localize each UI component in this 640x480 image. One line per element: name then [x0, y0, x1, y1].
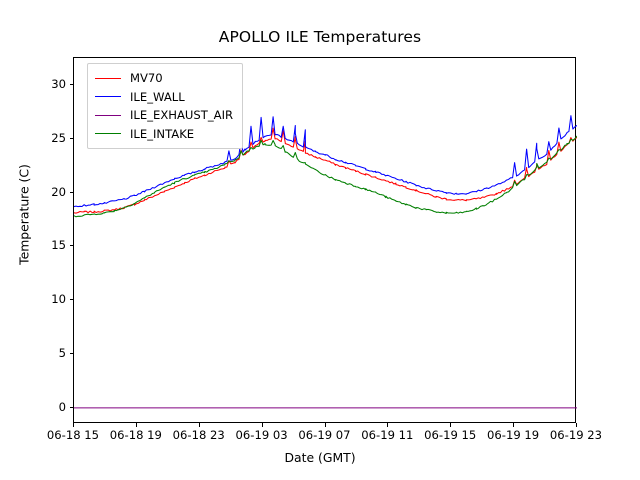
chart-title: APOLLO ILE Temperatures [218, 28, 422, 46]
y-tick-label: 15 [51, 238, 66, 253]
y-tick-mark [69, 83, 73, 85]
y-tick-mark [69, 299, 73, 301]
legend-color-swatch [95, 96, 121, 98]
y-tick-mark [69, 245, 73, 247]
x-tick-mark [513, 423, 515, 427]
y-tick-label: 20 [51, 184, 66, 199]
legend-item-ile_wall[interactable]: ILE_WALL [95, 88, 233, 107]
legend-color-swatch [95, 114, 121, 116]
y-tick-label: 0 [58, 399, 66, 414]
series-line-ile_wall [74, 115, 577, 208]
x-tick-label: 06-18 15 [46, 428, 100, 442]
y-axis-label: Temperature (C) [16, 164, 32, 265]
y-tick-mark [69, 353, 73, 355]
legend-item-ile_exhaust_air[interactable]: ILE_EXHAUST_AIR [95, 106, 233, 125]
series-line-mv70 [74, 127, 577, 214]
x-tick-label: 06-19 07 [298, 428, 351, 442]
legend-label: ILE_EXHAUST_AIR [130, 108, 234, 123]
plot-lines [74, 115, 577, 409]
series-line-ile_intake [74, 135, 577, 218]
y-tick-mark [69, 191, 73, 193]
x-tick-label: 06-18 19 [109, 428, 162, 442]
x-tick-label: 06-19 03 [235, 428, 288, 442]
x-tick-mark [73, 423, 74, 427]
chart-legend: MV70 ILE_WALL ILE_EXHAUST_AIR ILE_INTAKE [87, 63, 244, 149]
legend-label: ILE_INTAKE [130, 126, 195, 141]
legend-color-swatch [95, 133, 121, 135]
x-tick-label: 06-18 23 [172, 428, 225, 442]
legend-item-mv70[interactable]: MV70 [95, 69, 233, 88]
legend-label: ILE_WALL [130, 89, 185, 104]
x-tick-label: 06-19 11 [361, 428, 414, 442]
y-tick-label: 10 [51, 292, 66, 307]
x-tick-mark [387, 423, 389, 427]
legend-label: MV70 [130, 71, 163, 86]
x-tick-mark [450, 423, 452, 427]
legend-color-swatch [95, 77, 121, 79]
x-tick-label: 06-19 23 [549, 428, 603, 442]
y-tick-label: 30 [51, 76, 66, 91]
x-axis-label: Date (GMT) [284, 450, 356, 465]
x-tick-mark [324, 423, 326, 427]
y-tick-label: 5 [58, 346, 66, 361]
x-tick-label: 06-19 15 [424, 428, 477, 442]
x-tick-label: 06-19 19 [487, 428, 540, 442]
y-tick-mark [69, 406, 73, 408]
legend-item-ile_intake[interactable]: ILE_INTAKE [95, 125, 233, 144]
x-tick-mark [576, 423, 577, 427]
y-tick-mark [69, 137, 73, 139]
x-tick-mark [198, 423, 200, 427]
y-tick-label: 25 [51, 130, 66, 145]
x-tick-mark [261, 423, 263, 427]
x-tick-mark [135, 423, 137, 427]
